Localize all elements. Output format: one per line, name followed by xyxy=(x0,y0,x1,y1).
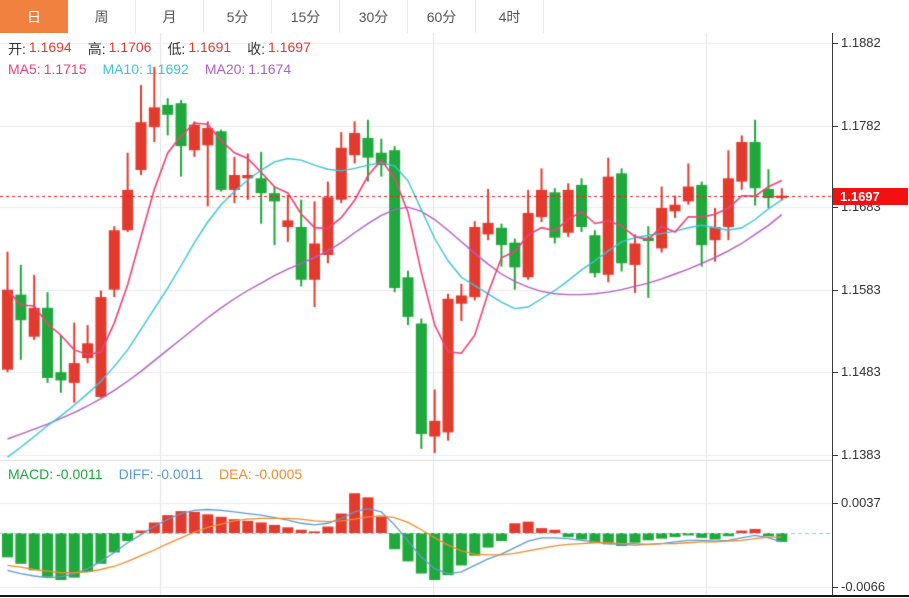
price-axis-label: 1.1882 xyxy=(841,35,881,50)
macd-axis-label: -0.0066 xyxy=(841,579,886,594)
tab-week[interactable]: 周 xyxy=(68,0,136,33)
price-axis-tick xyxy=(832,290,838,291)
ma-item: MA20: 1.1674 xyxy=(205,61,291,77)
panel-separator xyxy=(0,460,832,461)
tab-15min[interactable]: 15分 xyxy=(272,0,340,33)
ohlc-label: 低: xyxy=(167,41,186,57)
macd-value: -0.0011 xyxy=(156,466,204,482)
ohlc-item: 收: 1.1697 xyxy=(247,39,311,59)
ohlc-item: 低: 1.1691 xyxy=(167,39,231,59)
ma-label: MA20: xyxy=(204,61,246,77)
macd-value: -0.0011 xyxy=(56,466,103,482)
macd-item: MACD: -0.0011 xyxy=(8,466,103,482)
ohlc-item: 开: 1.1694 xyxy=(8,39,72,59)
tab-30min[interactable]: 30分 xyxy=(340,0,408,33)
macd-item: DEA: -0.0005 xyxy=(219,466,302,482)
macd-axis-tick xyxy=(832,503,838,504)
macd-axis-tick xyxy=(832,587,838,588)
tab-60min[interactable]: 60分 xyxy=(408,0,476,33)
ma-item: MA10: 1.1692 xyxy=(103,61,189,77)
ohlc-value: 1.1691 xyxy=(188,39,232,55)
macd-label: DIFF: xyxy=(118,466,154,482)
macd-label: DEA: xyxy=(219,466,252,482)
price-axis-tick xyxy=(832,455,838,456)
current-price-badge: 1.1697 xyxy=(833,188,908,205)
price-axis-tick xyxy=(832,372,838,373)
price-axis-tick xyxy=(832,207,838,208)
price-axis-tick xyxy=(832,126,838,127)
tab-4hour[interactable]: 4时 xyxy=(476,0,544,33)
tab-5min[interactable]: 5分 xyxy=(204,0,272,33)
ma-label: MA10: xyxy=(102,61,143,77)
candlestick-chart-canvas[interactable] xyxy=(0,33,832,460)
ohlc-value: 1.1706 xyxy=(108,39,152,55)
price-axis-label: 1.1383 xyxy=(841,447,881,462)
ohlc-label: 收: xyxy=(247,41,266,57)
ma-value: 1.1674 xyxy=(248,61,292,77)
price-axis-label: 1.1583 xyxy=(841,282,881,297)
macd-item: DIFF: -0.0011 xyxy=(119,466,203,482)
price-axis-label: 1.1782 xyxy=(841,118,881,133)
ohlc-label: 开: xyxy=(8,41,26,57)
timeframe-tabbar: 日周月 5分 15分 30分 60分 4时 xyxy=(0,0,909,34)
price-axis-tick xyxy=(832,43,838,44)
ohlc-item: 高: 1.1706 xyxy=(88,39,152,59)
macd-readout: MACD: -0.0011 DIFF: -0.0011 DEA: -0.0005 xyxy=(8,466,302,482)
ohlc-label: 高: xyxy=(87,41,106,57)
macd-label: MACD: xyxy=(8,466,54,482)
macd-chart-canvas[interactable] xyxy=(0,460,832,596)
macd-value: -0.0005 xyxy=(254,466,303,482)
ma-readout: MA5: 1.1715 MA10: 1.1692 MA20: 1.1674 xyxy=(8,61,291,77)
ma-label: MA5: xyxy=(8,61,41,77)
ma-value: 1.1692 xyxy=(145,61,189,77)
chart-bottom-frame xyxy=(0,595,909,597)
axis-border-line xyxy=(832,33,833,596)
ohlc-readout: 开: 1.1694 高: 1.1706 低: 1.1691 收: 1.1697 xyxy=(8,39,311,59)
tab-month[interactable]: 月 xyxy=(136,0,204,33)
ma-value: 1.1715 xyxy=(43,61,87,77)
price-axis: 1.1697 1.1882 1.1782 1.1683 1.1583 1.1483 1.1… xyxy=(832,0,909,598)
tab-day[interactable]: 日 xyxy=(0,0,68,33)
ohlc-value: 1.1697 xyxy=(268,39,311,55)
macd-axis-label: 0.0037 xyxy=(841,495,881,510)
ohlc-value: 1.1694 xyxy=(28,39,72,55)
ma-item: MA5: 1.1715 xyxy=(8,61,87,77)
price-axis-label: 1.1483 xyxy=(841,364,881,379)
